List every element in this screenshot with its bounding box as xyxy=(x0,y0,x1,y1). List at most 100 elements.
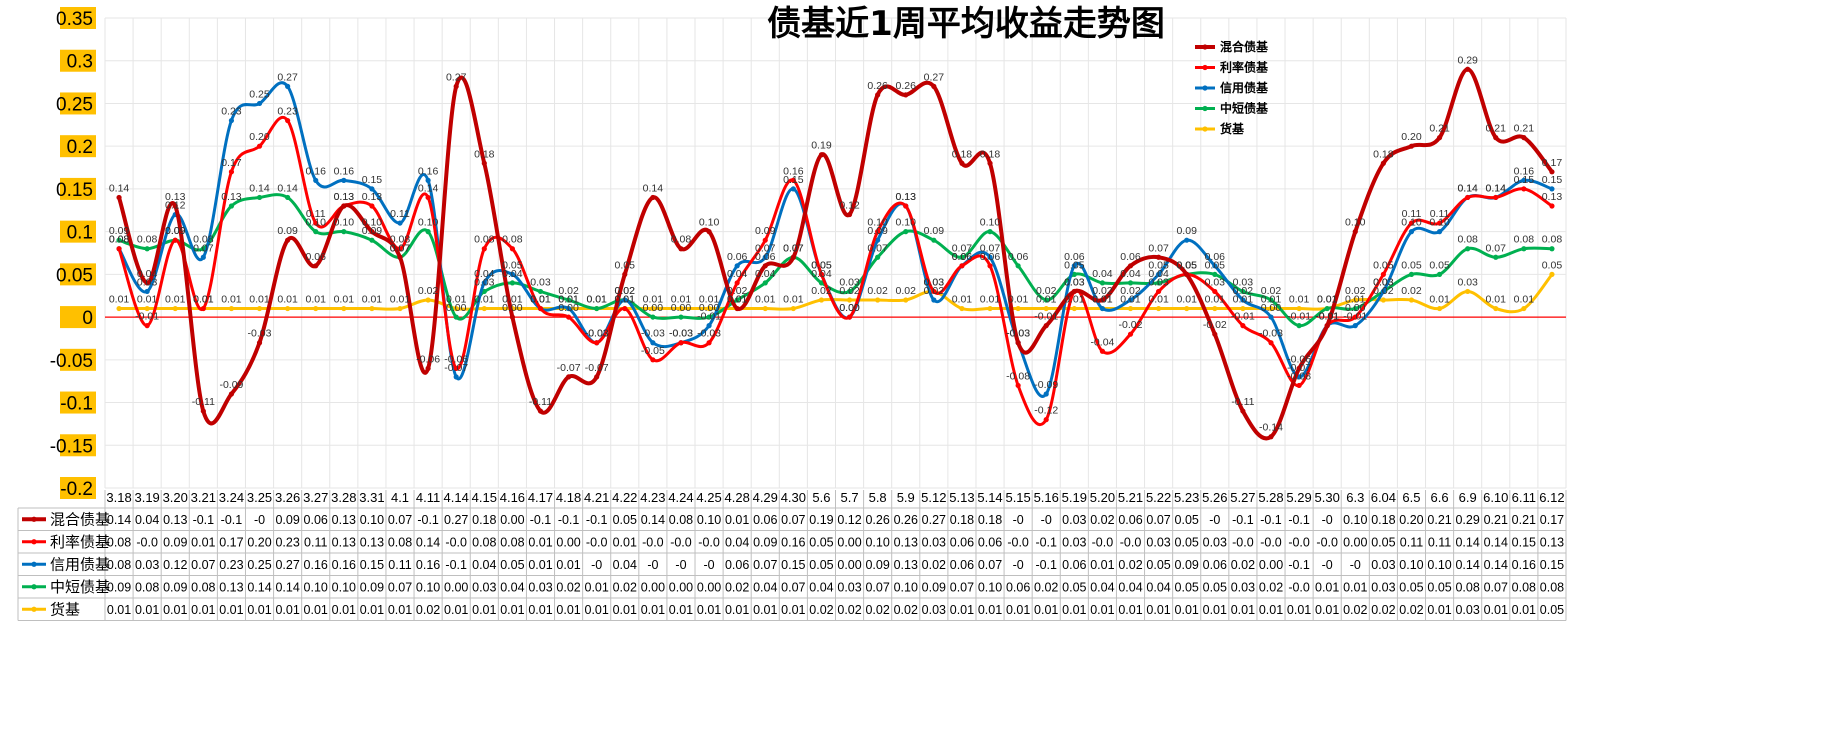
data-point xyxy=(1099,297,1106,303)
data-label: 0.02 xyxy=(1373,285,1394,297)
data-point xyxy=(734,297,740,303)
table-cell: 0.07 xyxy=(1484,580,1508,594)
data-label: 0.08 xyxy=(390,234,411,246)
legend-item: 货基 xyxy=(1195,121,1245,136)
data-label: 0.02 xyxy=(896,285,917,297)
x-tick-label: 5.6 xyxy=(812,490,830,505)
data-point xyxy=(1549,203,1555,209)
table-cell: 0.10 xyxy=(304,580,328,594)
data-label: 0.02 xyxy=(839,285,860,297)
data-point xyxy=(1184,305,1190,312)
data-point xyxy=(931,297,937,303)
table-cell: 0.03 xyxy=(1203,535,1227,549)
data-label: -0.03 xyxy=(697,328,721,340)
table-cell: 0.13 xyxy=(360,535,384,549)
table-cell: 0.01 xyxy=(444,603,468,617)
data-point xyxy=(228,117,235,124)
table-cell: 0.04 xyxy=(1118,580,1142,594)
data-point xyxy=(903,92,909,98)
data-label: -0.11 xyxy=(192,396,215,408)
table-cell: 0.01 xyxy=(1512,603,1536,617)
data-point xyxy=(650,305,656,312)
table-cell: -0.0 xyxy=(1288,580,1310,594)
data-point xyxy=(228,203,235,209)
data-point xyxy=(116,237,122,243)
table-cell: 0.01 xyxy=(332,603,356,617)
data-label: 0.20 xyxy=(249,131,270,143)
y-tick-highlight xyxy=(60,391,96,414)
data-label: 0.07 xyxy=(867,242,888,254)
data-label: 0.01 xyxy=(502,294,523,306)
data-label: 0.01 xyxy=(530,294,551,306)
data-point xyxy=(1240,297,1246,303)
table-cell: 0.01 xyxy=(585,580,609,594)
x-tick-label: 5.16 xyxy=(1034,490,1059,505)
data-label: 0.07 xyxy=(980,242,1001,254)
data-label: 0.10 xyxy=(418,217,439,229)
table-cell: 0.01 xyxy=(191,603,215,617)
data-label: 0.27 xyxy=(924,71,945,83)
table-cell: 0.09 xyxy=(275,513,299,527)
table-cell: 0.29 xyxy=(1455,513,1479,527)
data-point xyxy=(1156,280,1162,286)
data-label: 0.12 xyxy=(165,200,186,212)
data-point xyxy=(959,254,965,260)
table-cell: 0.01 xyxy=(1175,603,1199,617)
table-cell: 0.08 xyxy=(1512,580,1536,594)
data-label: 0.10 xyxy=(867,217,888,229)
table-cell: 0.02 xyxy=(1231,558,1255,572)
data-point xyxy=(1127,331,1134,337)
table-cell: -0 xyxy=(1013,558,1024,572)
data-point xyxy=(678,340,684,346)
table-cell: 0.01 xyxy=(528,603,552,617)
data-label: -0.01 xyxy=(1315,311,1339,323)
table-cell: 0.16 xyxy=(1512,558,1536,572)
table-cell: 0.00 xyxy=(837,535,861,549)
data-label: 0.17 xyxy=(221,157,242,169)
data-label: -0.09 xyxy=(219,379,243,391)
legend-item: 混合债基 xyxy=(1195,39,1269,54)
table-cell: 0.00 xyxy=(669,580,693,594)
table-cell: 0.02 xyxy=(1090,513,1114,527)
table-cell: 0.10 xyxy=(1343,513,1367,527)
data-point xyxy=(1043,297,1049,303)
table-cell: 0.10 xyxy=(332,580,356,594)
table-cell: 0.01 xyxy=(1287,603,1311,617)
y-tick-highlight xyxy=(60,306,96,329)
data-label: 0.01 xyxy=(755,294,776,306)
x-tick-label: 4.30 xyxy=(781,490,806,505)
data-label: 0.03 xyxy=(1373,276,1394,288)
data-point xyxy=(1043,305,1049,312)
data-point xyxy=(1493,254,1499,260)
data-point xyxy=(959,263,965,269)
x-tick-label: 5.27 xyxy=(1230,490,1255,505)
data-point xyxy=(313,229,319,235)
table-cell: 0.18 xyxy=(978,513,1002,527)
data-label: -0.06 xyxy=(444,353,468,365)
table-cell: -0.1 xyxy=(1232,513,1254,527)
table-cell: 0.02 xyxy=(725,580,749,594)
table-cell: 0.01 xyxy=(1231,603,1255,617)
data-point xyxy=(1212,271,1218,277)
legend-marker xyxy=(1202,85,1208,91)
data-point xyxy=(1043,417,1049,423)
data-point xyxy=(425,297,431,303)
x-tick-label: 5.15 xyxy=(1005,490,1030,505)
data-label: 0.07 xyxy=(783,242,804,254)
data-point xyxy=(1184,271,1190,277)
table-cell: 0.08 xyxy=(191,580,215,594)
table-cell: 0.08 xyxy=(107,558,131,572)
data-point xyxy=(875,237,881,243)
data-point xyxy=(1296,382,1302,389)
data-label: 0.16 xyxy=(418,165,439,177)
data-point xyxy=(987,229,993,235)
data-point xyxy=(931,237,937,243)
data-point xyxy=(1380,288,1386,295)
data-label: 0.01 xyxy=(193,294,214,306)
table-cell: 0.26 xyxy=(894,513,918,527)
table-cell: 0.00 xyxy=(444,580,468,594)
table-cell: 0.01 xyxy=(1427,603,1451,617)
data-point xyxy=(144,323,150,329)
